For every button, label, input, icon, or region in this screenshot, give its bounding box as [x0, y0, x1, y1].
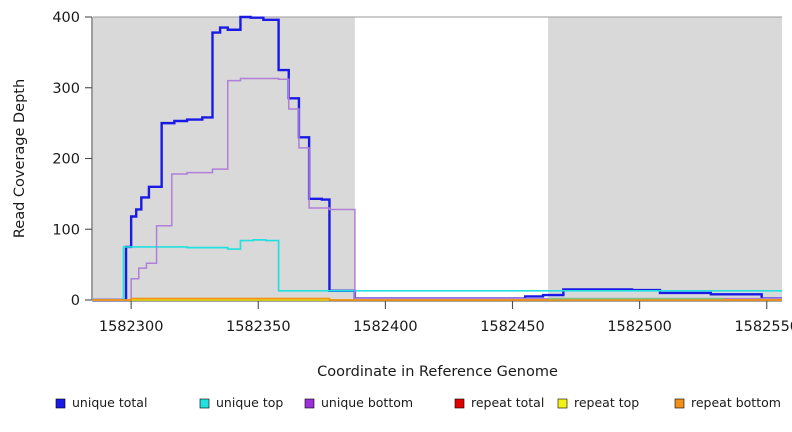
x-tick-label-1582300: 1582300	[99, 319, 164, 335]
series-line-unique-bottom	[93, 77, 782, 301]
shaded-band-1	[548, 17, 782, 300]
x-tick-label-1582450: 1582450	[480, 319, 545, 335]
legend-label-repeat-top: repeat top	[574, 395, 639, 410]
shaded-band-0	[93, 17, 355, 300]
legend-swatch-unique-top	[199, 398, 210, 409]
legend-swatch-unique-bottom	[304, 398, 315, 409]
legend-swatch-repeat-bottom	[674, 398, 685, 409]
legend-swatch-repeat-top	[557, 398, 568, 409]
legend-label-unique-total: unique total	[72, 395, 147, 410]
y-tick-label-300: 300	[52, 81, 80, 97]
legend-label-unique-top: unique top	[216, 395, 283, 410]
x-tick-label-1582500: 1582500	[607, 319, 672, 335]
x-tick-label-1582350: 1582350	[226, 319, 291, 335]
x-tick-label-1582400: 1582400	[353, 319, 418, 335]
series-line-unique-total	[93, 15, 782, 302]
legend-label-unique-bottom: unique bottom	[321, 395, 413, 410]
y-axis-title: Read Coverage Depth	[12, 79, 28, 238]
y-tick-label-0: 0	[71, 293, 80, 309]
y-tick-label-400: 400	[52, 10, 80, 26]
y-tick-label-200: 200	[52, 152, 80, 168]
series-line-unique-top	[93, 239, 782, 301]
legend-swatch-unique-total	[55, 398, 66, 409]
x-axis-title: Coordinate in Reference Genome	[317, 364, 558, 380]
y-tick-label-100: 100	[52, 222, 80, 238]
series-line-repeat-bottom	[93, 297, 782, 301]
legend-label-repeat-total: repeat total	[471, 395, 544, 410]
x-tick-label-1582550: 1582550	[734, 319, 792, 335]
legend-swatch-repeat-total	[454, 398, 465, 409]
legend-label-repeat-bottom: repeat bottom	[691, 395, 781, 410]
